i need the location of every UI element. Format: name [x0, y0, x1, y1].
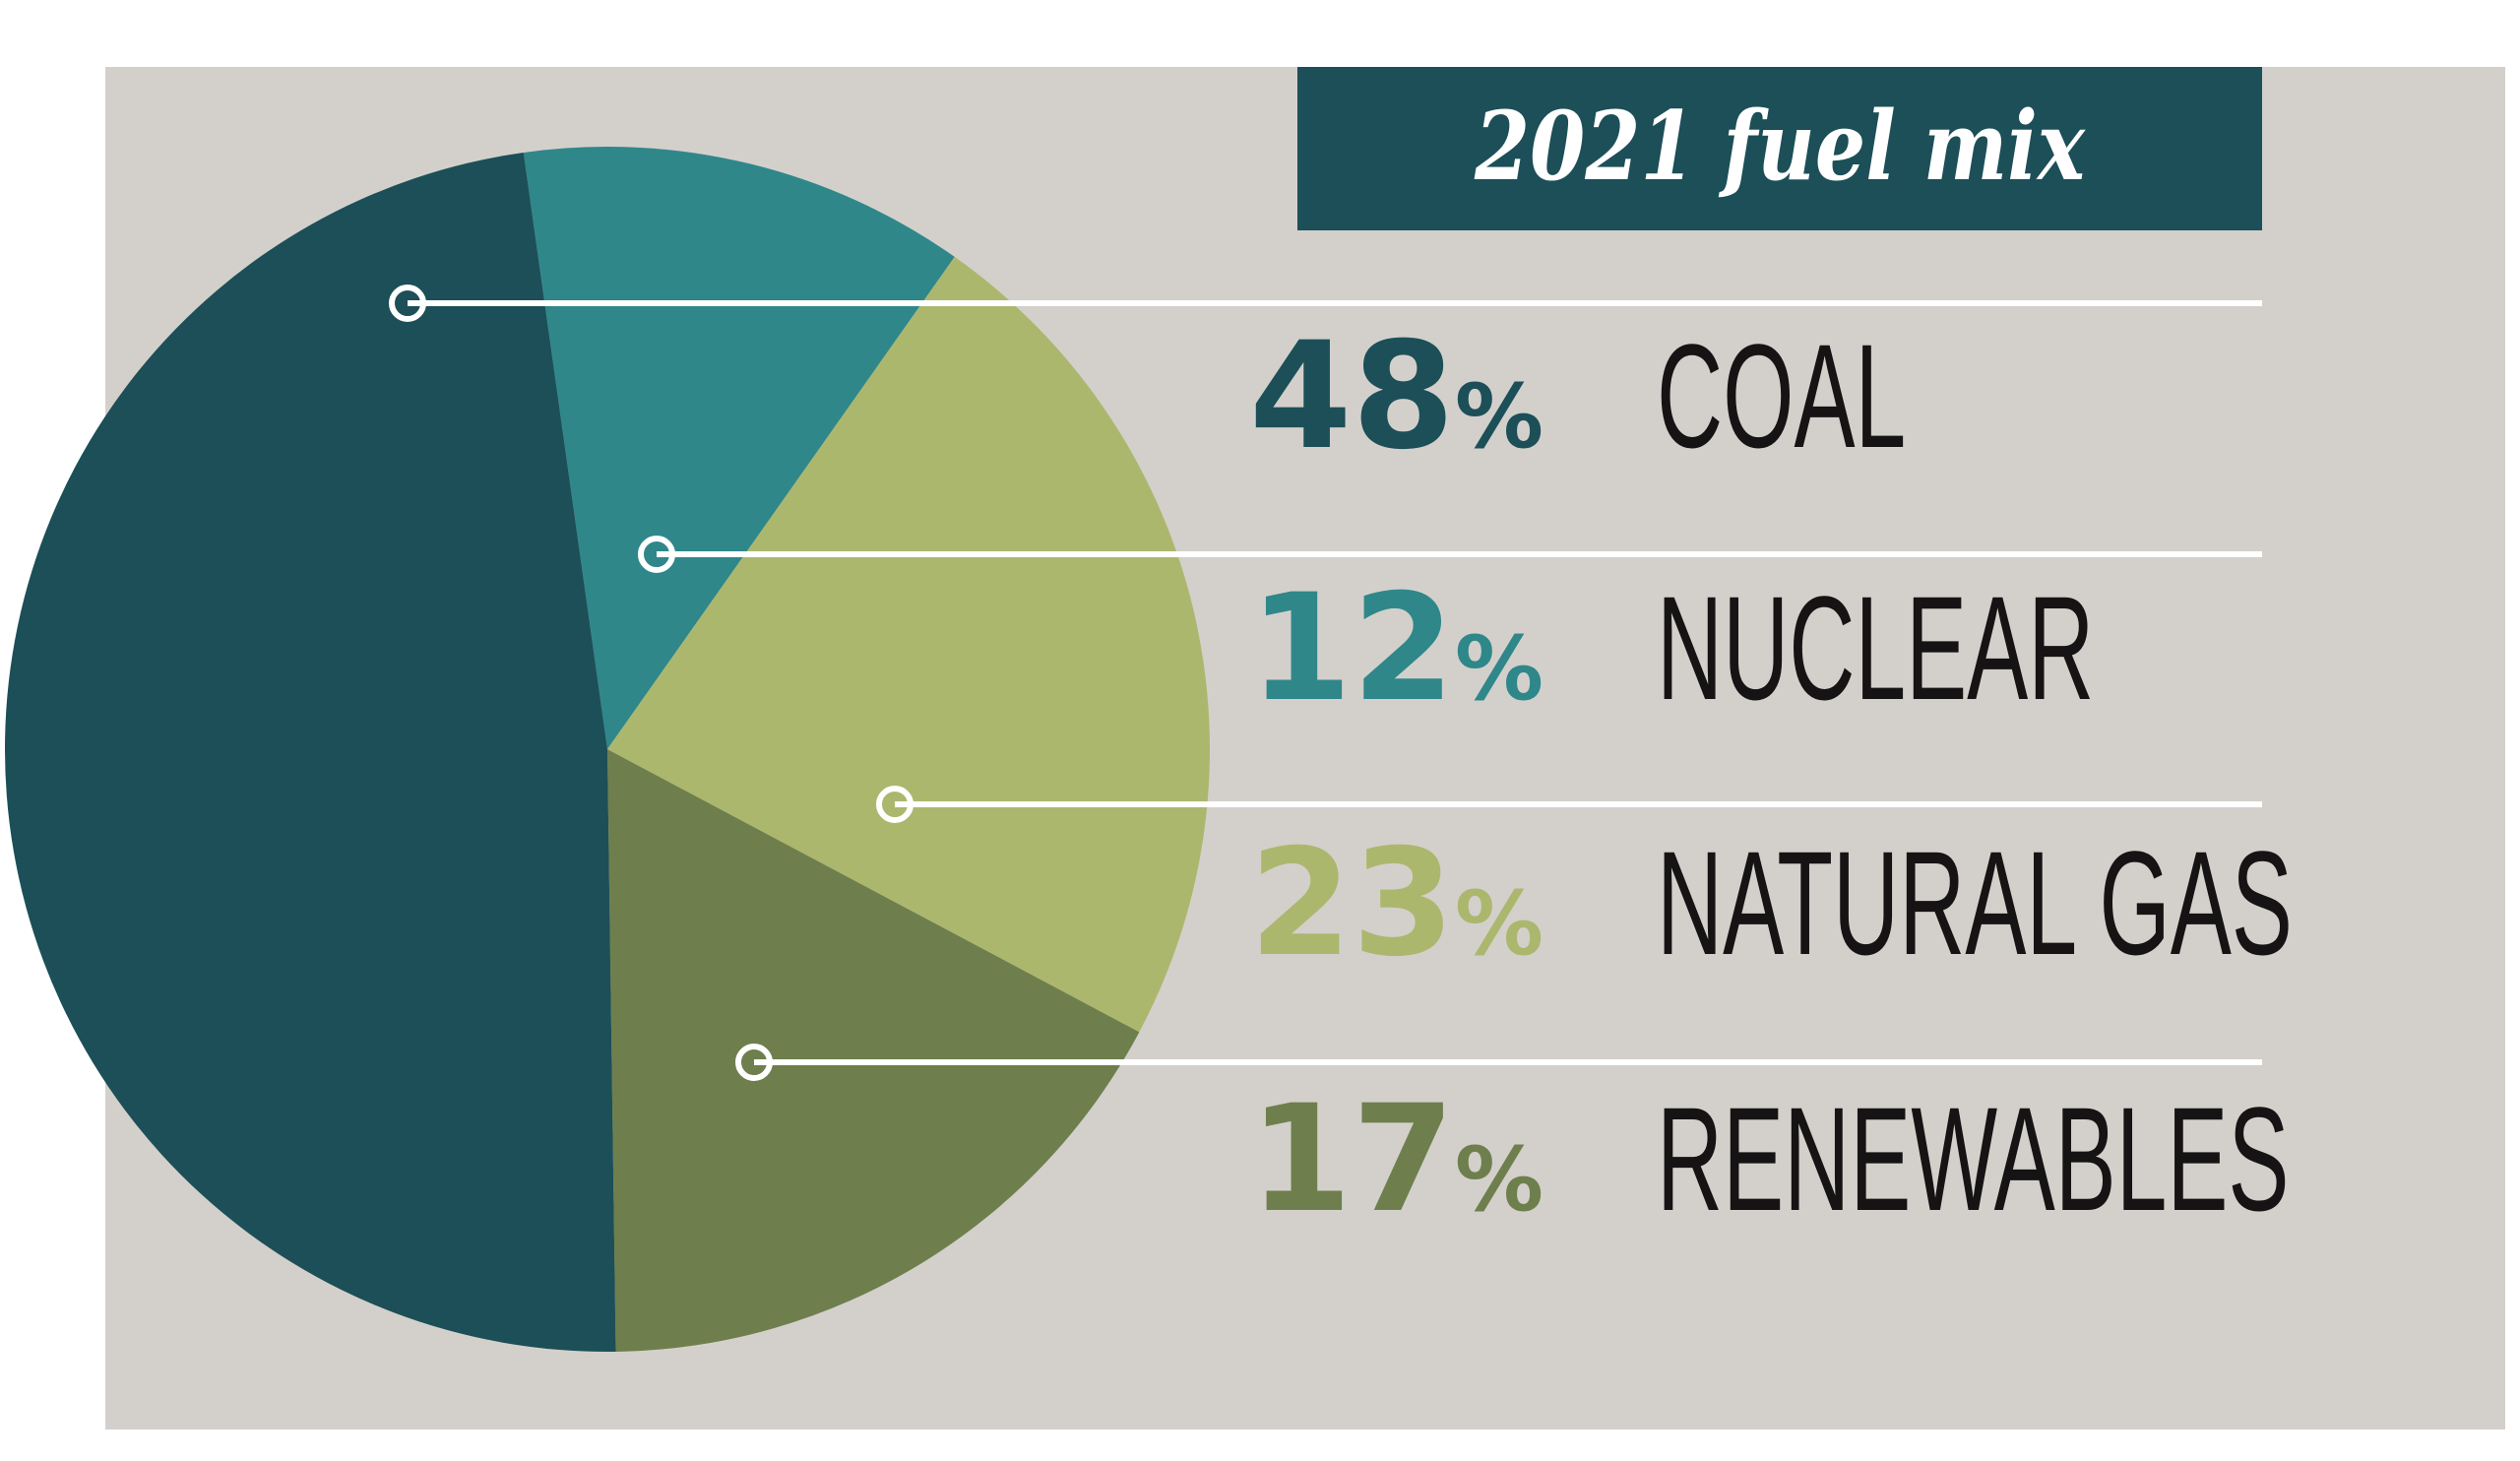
title-box	[1297, 67, 2262, 230]
percent-label-nuclear: 12%	[1249, 563, 1544, 734]
leader-marker-natural-gas	[876, 786, 914, 823]
pie-slice-natural-gas	[607, 256, 1210, 1033]
category-label-renewables: RENEWABLES	[1657, 1077, 2289, 1241]
leader-marker-coal	[389, 285, 426, 322]
category-label-natural-gas: NATURAL GAS	[1657, 821, 2293, 985]
pie	[5, 147, 1210, 1353]
leader-marker-nuclear	[638, 536, 675, 573]
pie-slice-coal	[5, 152, 616, 1353]
category-label-nuclear: NUCLEAR	[1657, 566, 2094, 730]
chart-title: 2021 fuel mix	[1474, 91, 2086, 202]
leader-marker-renewables	[735, 1044, 773, 1081]
pie-slice-renewables	[607, 749, 1140, 1352]
category-label-coal: COAL	[1657, 314, 1906, 478]
percent-label-natural-gas: 23%	[1249, 818, 1544, 989]
percent-label-renewables: 17%	[1249, 1074, 1544, 1245]
percent-label-coal: 48%	[1249, 311, 1544, 482]
legend: 48% COAL 12% NUCLEAR 23% NATURAL GAS 17% RENEWA…	[389, 285, 2293, 1245]
pie-slice-nuclear	[523, 147, 955, 750]
